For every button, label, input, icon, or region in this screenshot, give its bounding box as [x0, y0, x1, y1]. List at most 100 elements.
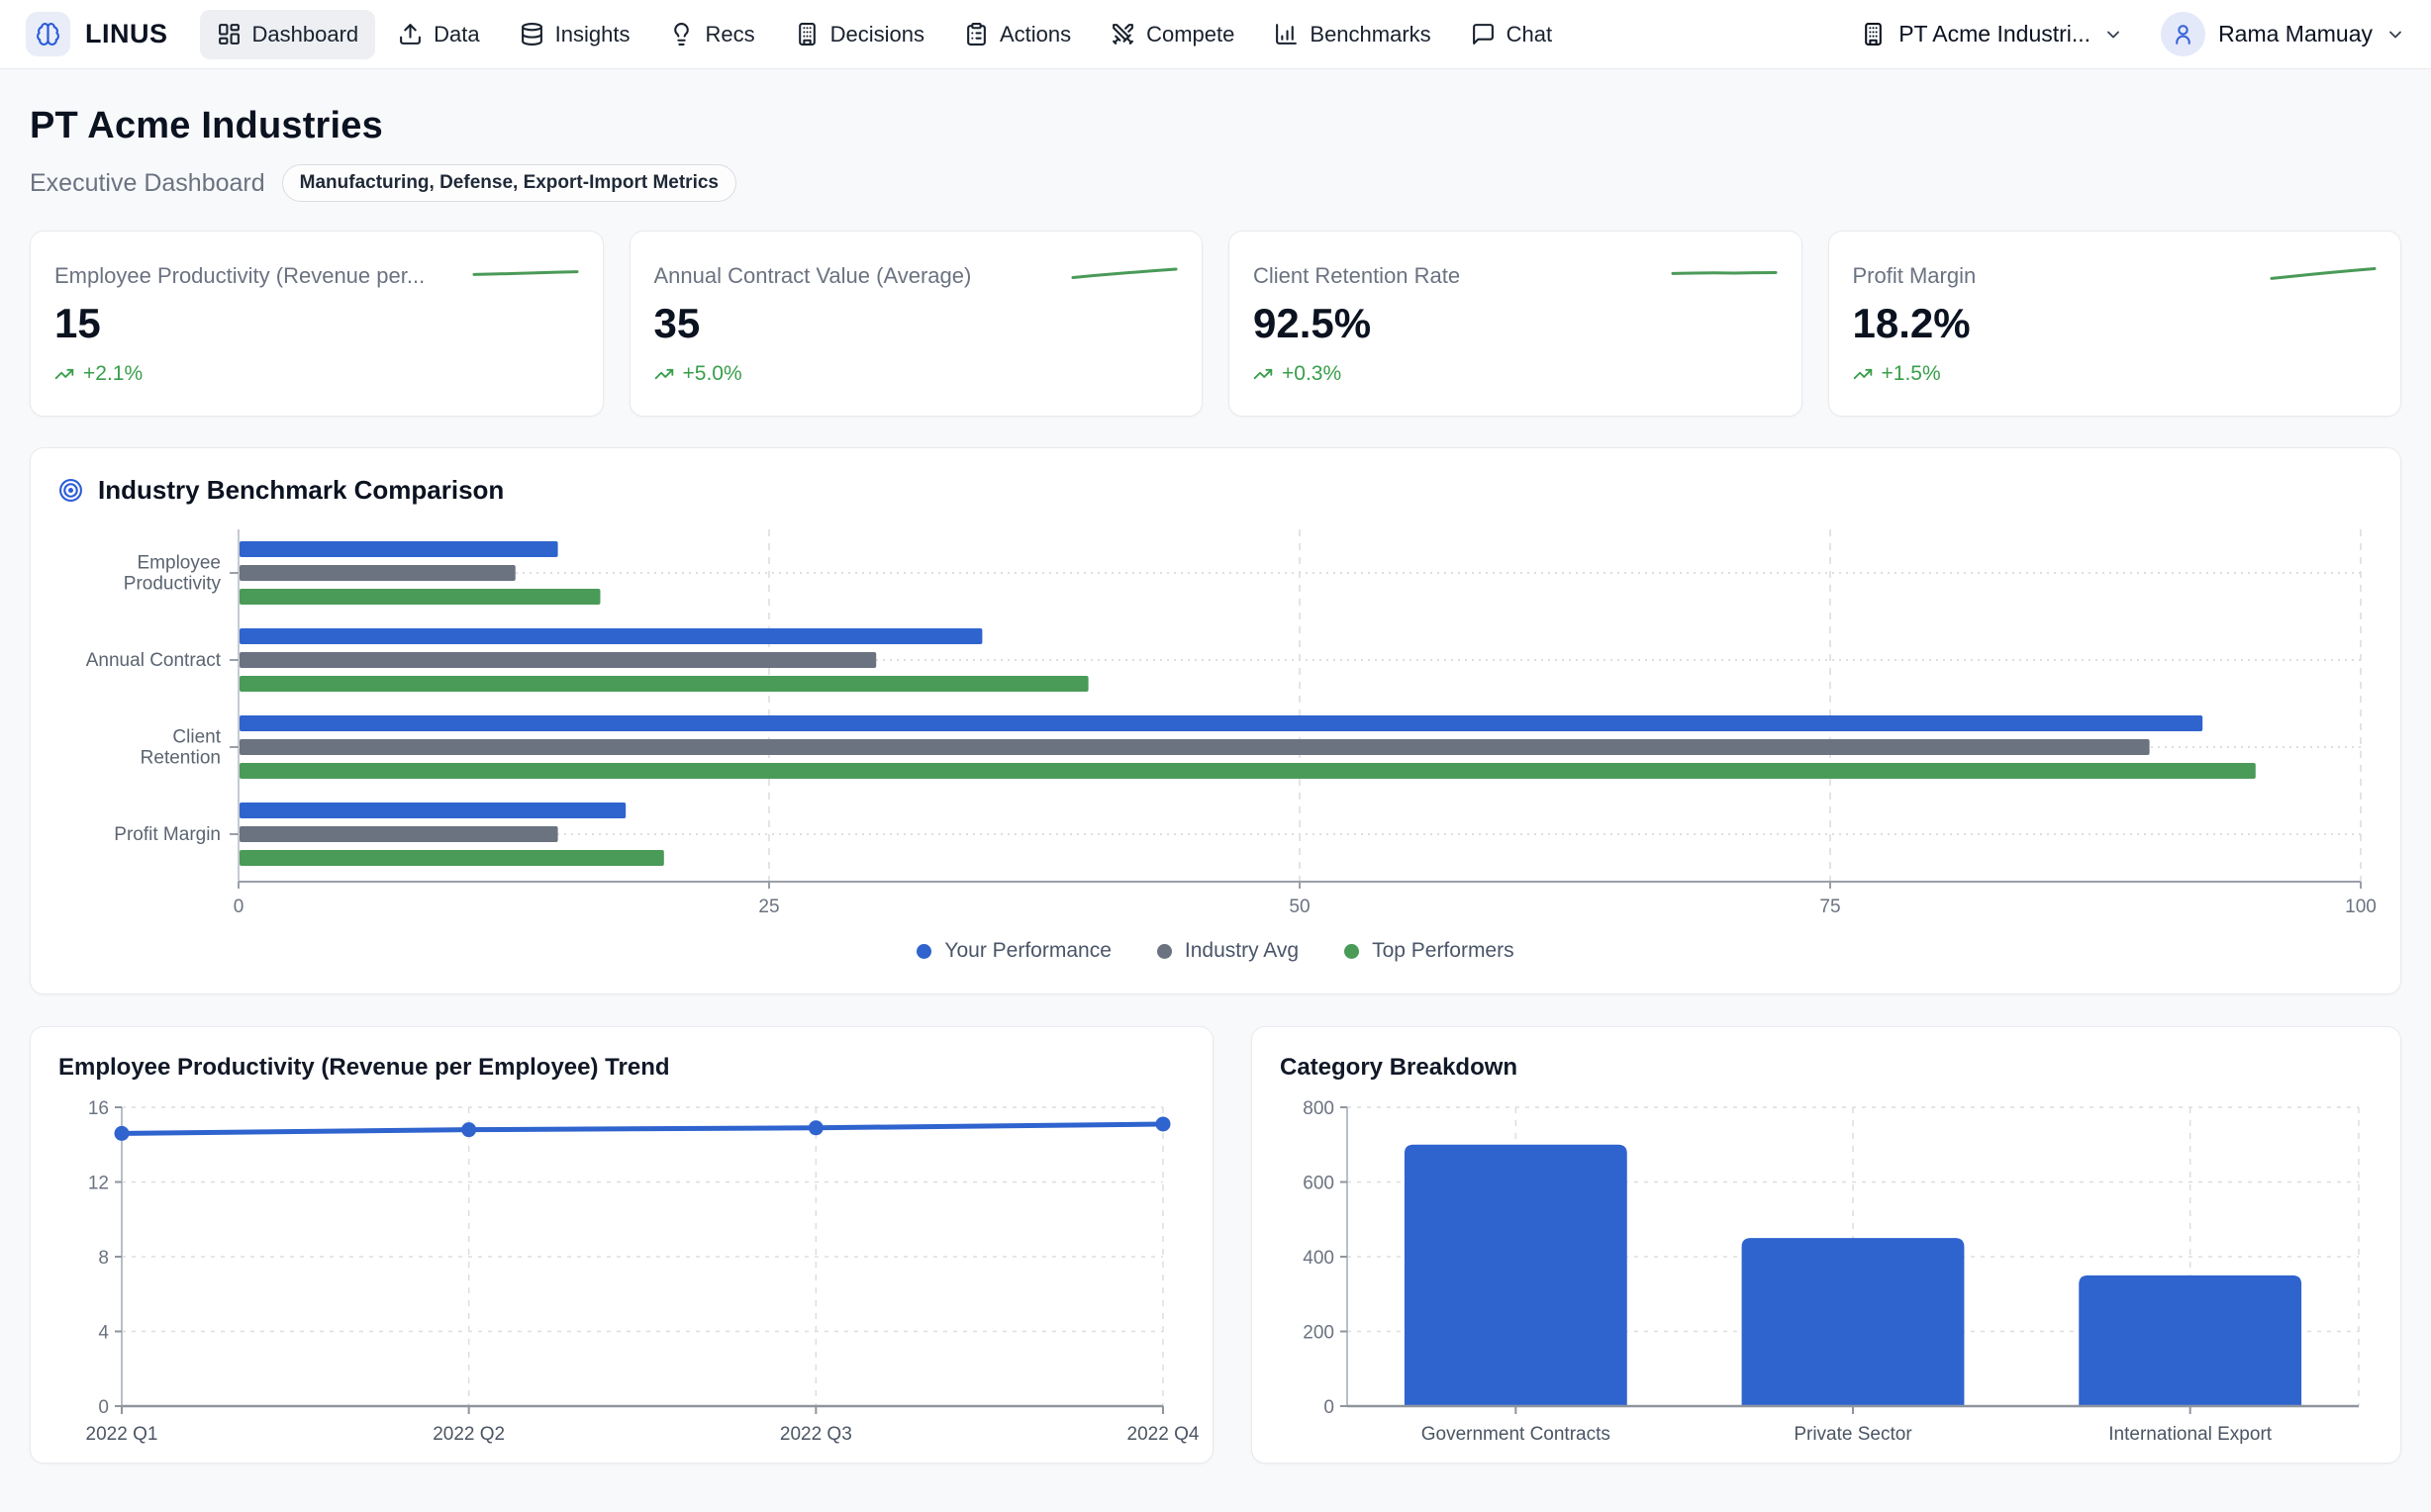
- chevron-down-icon: [2103, 25, 2123, 45]
- nav-item-label: Benchmarks: [1310, 21, 1431, 47]
- nav-item-insights[interactable]: Insights: [503, 10, 647, 59]
- nav-item-label: Data: [434, 21, 480, 47]
- user-menu[interactable]: Rama Mamuay: [2161, 12, 2405, 56]
- kpi-value: 15: [54, 300, 101, 346]
- svg-text:2022 Q4: 2022 Q4: [1127, 1424, 1200, 1445]
- bottom-charts-row: Employee Productivity (Revenue per Emplo…: [30, 1026, 2401, 1464]
- category-chart-container: 0 200 400 600 800 Government Contracts Private…: [1280, 1097, 2373, 1446]
- nav-item-label: Compete: [1146, 21, 1235, 47]
- clipboard-icon: [964, 22, 989, 47]
- svg-text:16: 16: [88, 1098, 109, 1119]
- svg-text:400: 400: [1303, 1248, 1334, 1269]
- trending-up-icon: [1853, 364, 1873, 384]
- category-chart-card: Category Breakdown 0 200 400 600 800 Governme…: [1251, 1026, 2401, 1464]
- nav-item-recs[interactable]: Recs: [652, 10, 771, 59]
- svg-text:Employee: Employee: [138, 553, 222, 574]
- nav-item-actions[interactable]: Actions: [947, 10, 1088, 59]
- metrics-badge: Manufacturing, Defense, Export-Import Me…: [281, 164, 736, 202]
- svg-text:Government Contracts: Government Contracts: [1421, 1424, 1610, 1445]
- legend-item-top-performers: Top Performers: [1344, 939, 1514, 963]
- legend-dot: [917, 943, 932, 959]
- nav-item-data[interactable]: Data: [381, 10, 496, 59]
- benchmark-panel-header: Industry Benchmark Comparison: [58, 475, 2373, 506]
- svg-text:0: 0: [98, 1397, 109, 1418]
- svg-text:Profit Margin: Profit Margin: [114, 824, 221, 845]
- legend-label: Your Performance: [944, 939, 1112, 962]
- category-chart-title: Category Breakdown: [1280, 1054, 1518, 1081]
- kpi-label: Profit Margin: [1852, 262, 1977, 288]
- chevron-down-icon: [2385, 25, 2405, 45]
- nav-item-chat[interactable]: Chat: [1454, 10, 1569, 59]
- company-selector[interactable]: PT Acme Industri...: [1861, 21, 2123, 47]
- svg-text:100: 100: [2345, 897, 2377, 917]
- kpi-label: Employee Productivity (Revenue per...: [54, 262, 426, 288]
- kpi-change: +1.5%: [1881, 362, 1941, 385]
- database-icon: [520, 22, 544, 47]
- kpi-value: 92.5%: [1253, 300, 1372, 346]
- kpi-card: Profit Margin 18.2% +1.5%: [1827, 231, 2401, 417]
- svg-text:2022 Q2: 2022 Q2: [433, 1424, 505, 1445]
- svg-text:4: 4: [98, 1323, 109, 1344]
- legend-label: Top Performers: [1372, 939, 1514, 962]
- svg-text:0: 0: [234, 897, 244, 917]
- svg-text:25: 25: [758, 897, 779, 917]
- brain-icon: [26, 12, 70, 56]
- nav-item-label: Insights: [554, 21, 631, 47]
- svg-text:2022 Q3: 2022 Q3: [780, 1424, 852, 1445]
- legend-label: Industry Avg: [1184, 939, 1300, 962]
- lightbulb-icon: [669, 22, 694, 47]
- benchmark-panel: Industry Benchmark Comparison Employee Pr…: [30, 447, 2401, 994]
- user-name: Rama Mamuay: [2218, 21, 2373, 47]
- kpi-sparkline: [1671, 261, 1778, 290]
- topbar: LINUS Dashboard Data Insights Recs Decisions…: [0, 0, 2431, 69]
- kpi-card: Employee Productivity (Revenue per... 15 +…: [30, 231, 604, 417]
- nav-item-compete[interactable]: Compete: [1094, 10, 1251, 59]
- brand-name: LINUS: [85, 19, 168, 48]
- kpi-sparkline: [472, 261, 579, 290]
- svg-text:800: 800: [1303, 1098, 1334, 1119]
- nav-item-label: Recs: [705, 21, 755, 47]
- building-icon: [1861, 22, 1886, 47]
- nav-item-decisions[interactable]: Decisions: [778, 10, 941, 59]
- page-subtitle-row: Executive Dashboard Manufacturing, Defen…: [30, 164, 2401, 202]
- nav-item-label: Decisions: [829, 21, 924, 47]
- nav-item-benchmarks[interactable]: Benchmarks: [1257, 10, 1447, 59]
- legend-item-industry-avg: Industry Avg: [1156, 939, 1300, 963]
- kpi-value: 35: [653, 300, 701, 346]
- main-content: PT Acme Industries Executive Dashboard M…: [0, 105, 2431, 1464]
- kpi-sparkline: [1071, 261, 1178, 290]
- trending-up-icon: [54, 364, 74, 384]
- trending-up-icon: [654, 364, 674, 384]
- trend-chart-container: 0 4 8 12 16 2022 Q1 2022 Q2 2022 Q3 2022 Q4: [58, 1097, 1200, 1446]
- category-bar-chart: 0 200 400 600 800 Government Contracts Private…: [1303, 1098, 2360, 1445]
- svg-text:200: 200: [1303, 1323, 1334, 1344]
- kpi-value: 18.2%: [1852, 300, 1971, 346]
- upload-icon: [398, 22, 423, 47]
- svg-text:50: 50: [1289, 897, 1310, 917]
- company-selector-label: PT Acme Industri...: [1898, 21, 2091, 47]
- brand: LINUS: [26, 12, 168, 56]
- kpi-change: +5.0%: [682, 362, 742, 385]
- main-nav: Dashboard Data Insights Recs Decisions Action…: [199, 9, 1570, 59]
- kpi-card: Annual Contract Value (Average) 35 +5.0%: [629, 231, 1203, 417]
- kpi-change: +2.1%: [83, 362, 144, 385]
- trend-line-chart: 0 4 8 12 16 2022 Q1 2022 Q2 2022 Q3 2022 Q4: [86, 1098, 1200, 1445]
- svg-text:12: 12: [88, 1174, 109, 1194]
- kpi-label: Annual Contract Value (Average): [653, 262, 972, 288]
- svg-text:0: 0: [1323, 1397, 1334, 1418]
- svg-text:600: 600: [1303, 1174, 1334, 1194]
- trending-up-icon: [1253, 364, 1273, 384]
- nav-item-dashboard[interactable]: Dashboard: [199, 9, 376, 59]
- kpi-change: +0.3%: [1282, 362, 1342, 385]
- dashboard-icon: [217, 22, 242, 47]
- chat-icon: [1471, 22, 1496, 47]
- svg-text:Private Sector: Private Sector: [1794, 1424, 1912, 1445]
- kpi-row: Employee Productivity (Revenue per... 15 +…: [30, 231, 2401, 417]
- legend-item-your-performance: Your Performance: [917, 939, 1112, 963]
- nav-item-label: Actions: [999, 21, 1072, 47]
- topbar-right: PT Acme Industri... Rama Mamuay: [1861, 12, 2405, 56]
- benchmark-title: Industry Benchmark Comparison: [98, 475, 505, 505]
- nav-item-label: Dashboard: [251, 21, 359, 47]
- benchmark-chart-container: Employee Productivity Annual Contract Clien…: [58, 521, 2377, 919]
- svg-text:Client: Client: [172, 727, 221, 748]
